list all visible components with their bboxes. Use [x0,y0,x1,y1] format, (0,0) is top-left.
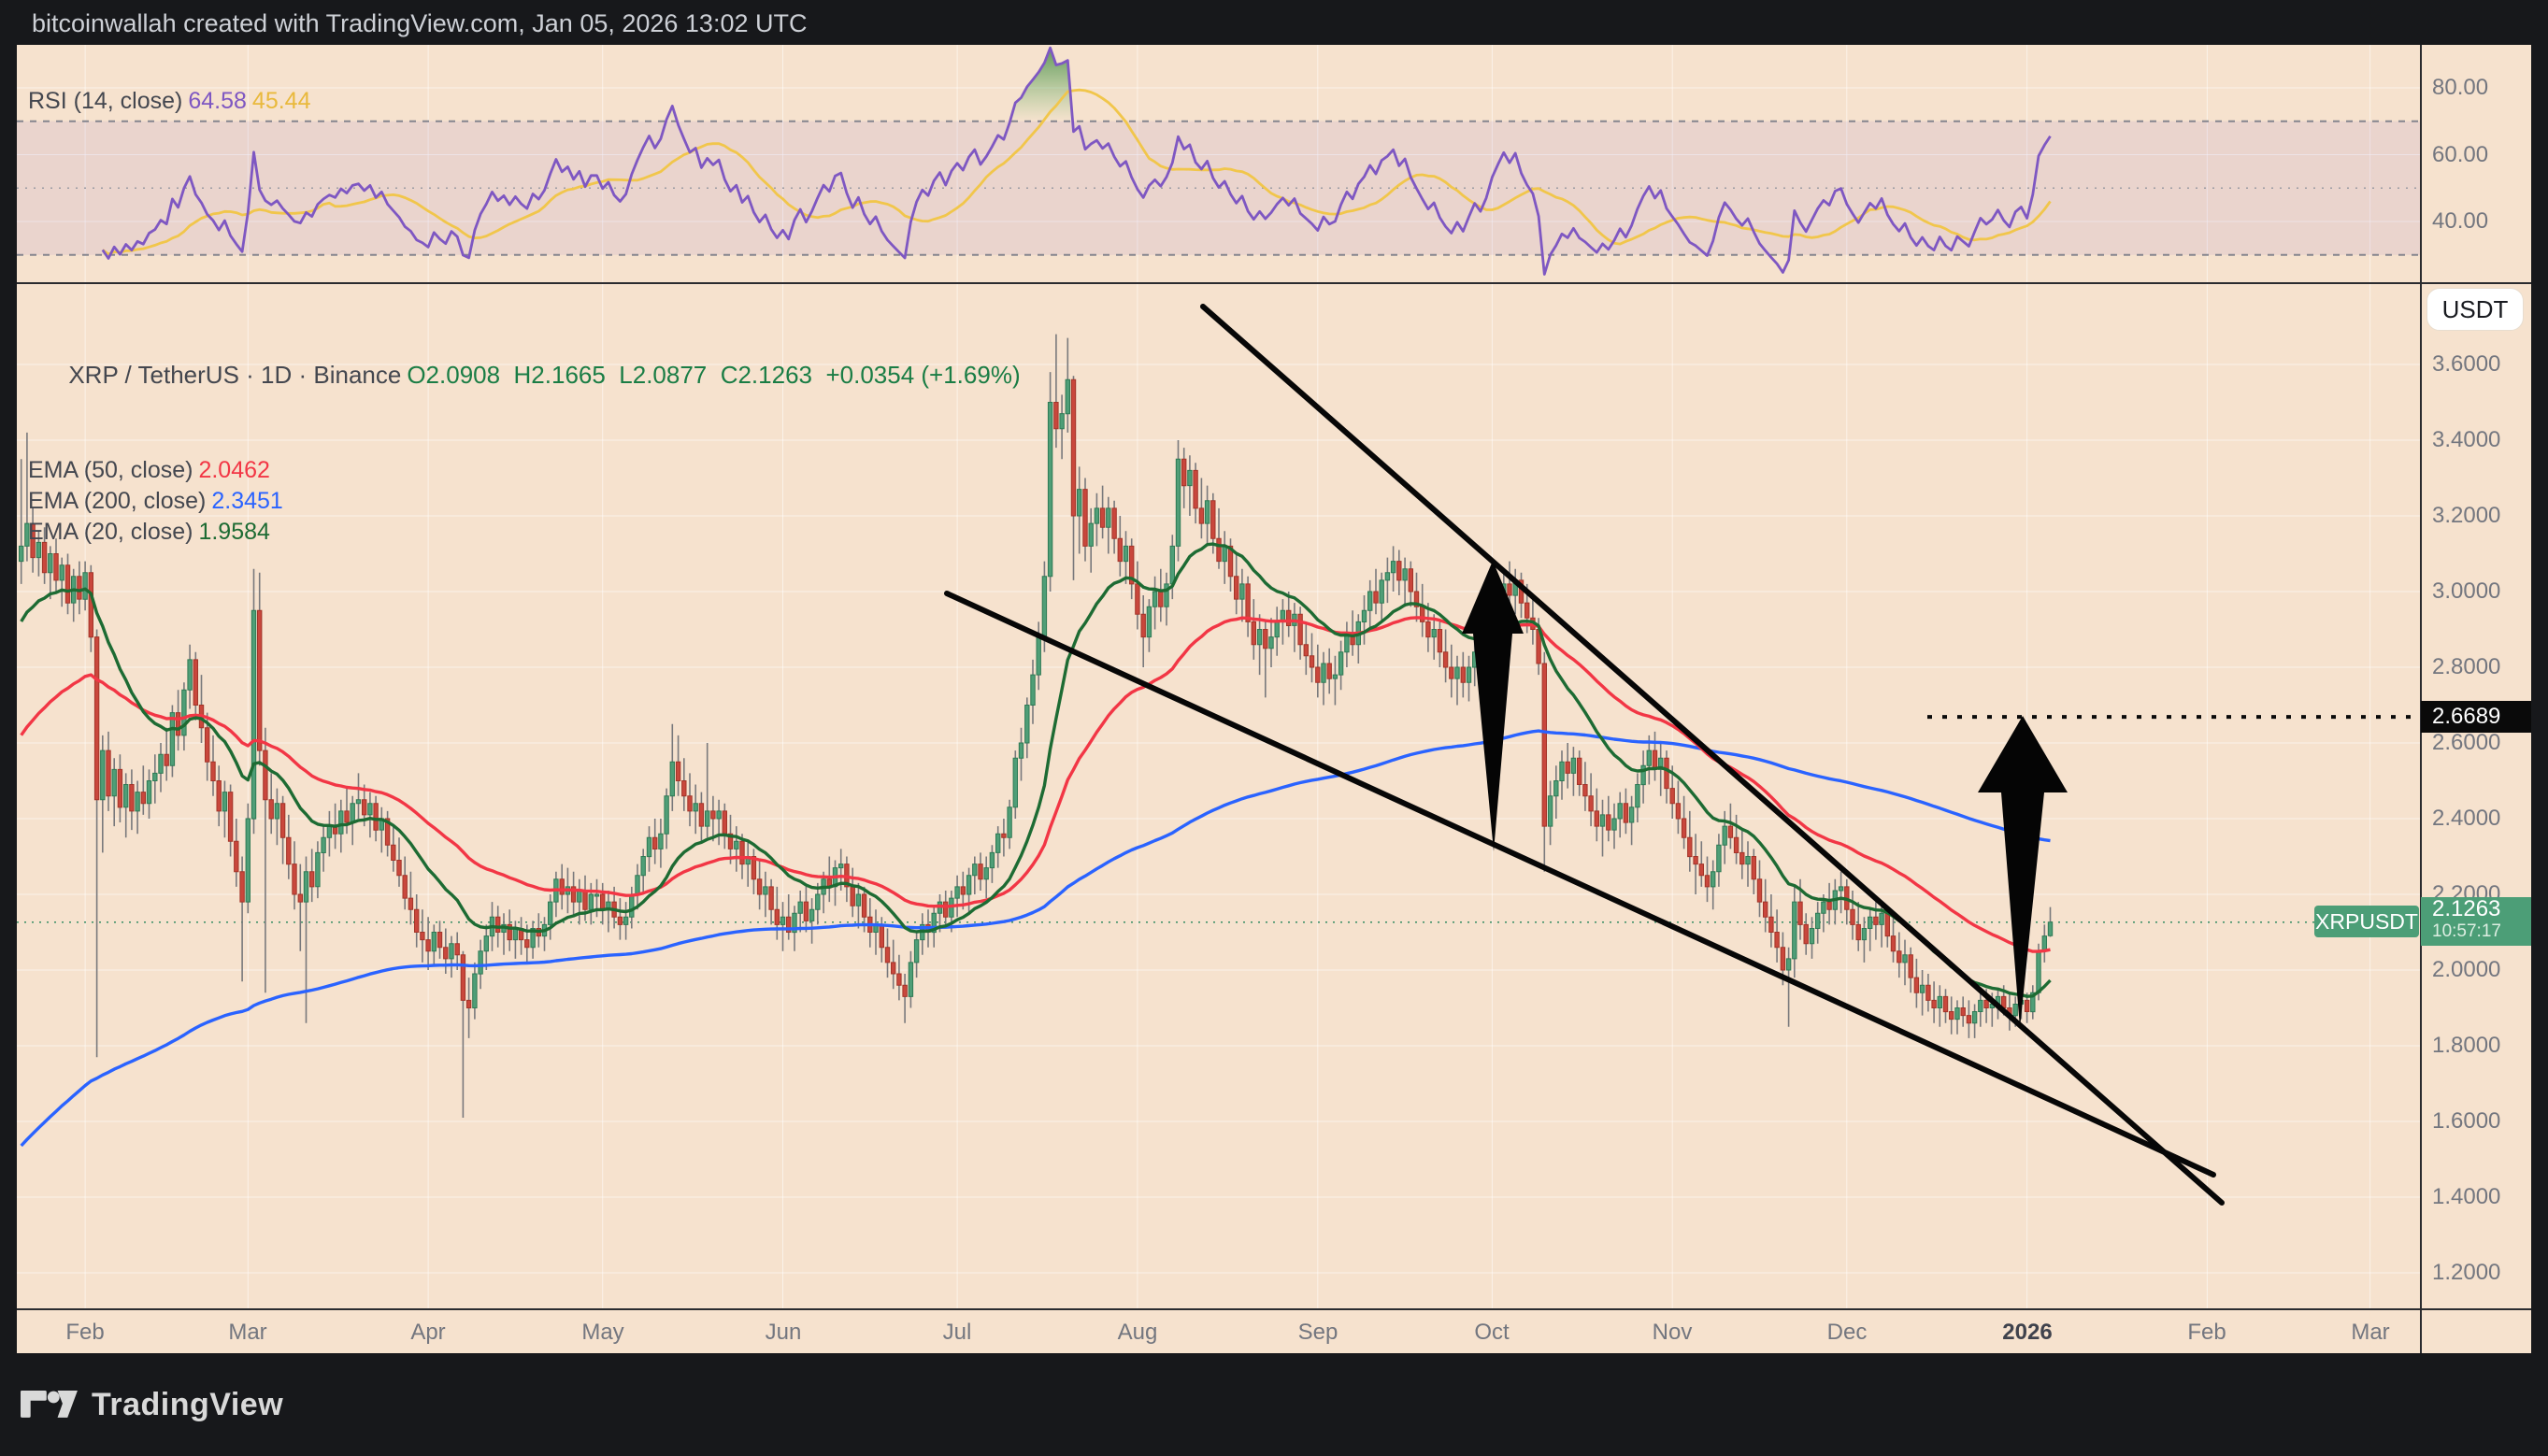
price-scale-label: 2.8000 [2432,654,2501,679]
time-axis-label: Oct [1474,1320,1510,1345]
time-axis-label: Feb [65,1320,105,1345]
time-axis-label: Mar [228,1320,267,1345]
ema-value: 1.9584 [198,519,270,545]
last-price-label: 2.1263 10:57:17 [2421,897,2531,946]
symbol-title[interactable]: XRP / TetherUS · 1D · Binance [68,361,402,389]
rsi-scale[interactable]: 80.00 60.00 40.00 [2423,0,2529,1353]
bar-countdown: 10:57:17 [2432,921,2501,941]
time-axis-label: Mar [2351,1320,2390,1345]
ema-value: 2.0462 [198,457,270,483]
currency-toggle-button[interactable]: USDT [2426,288,2524,331]
time-axis-label: Jun [765,1320,802,1345]
ema-legend-rows: EMA (50, close) 2.0462 EMA (200, close) 2.3… [28,455,1021,548]
price-scale-label: 1.4000 [2432,1184,2501,1209]
price-scale-label: 2.0000 [2432,957,2501,982]
main-legend[interactable]: XRP / TetherUS · 1D · Binance O2.0908 H2.… [28,295,1021,581]
price-scale-label: 3.6000 [2432,351,2501,377]
time-axis-label: Sep [1297,1320,1338,1345]
price-scale-label: 3.4000 [2432,427,2501,452]
ema-label: EMA (200, close) [28,488,207,514]
rsi-ma-value: 45.44 [251,88,311,114]
price-scale-label: 3.0000 [2432,578,2501,604]
last-price-value: 2.1263 [2432,896,2501,921]
tradingview-logo-icon[interactable] [21,1391,79,1419]
pane-divider-time-axis [17,1308,2531,1310]
rsi-value: 64.58 [188,88,247,114]
price-scale-label: 2.6000 [2432,730,2501,755]
time-axis[interactable]: Feb Mar Apr May Jun Jul Aug Sep Oct Nov Dec 2026 Feb… [17,1314,2421,1353]
time-axis-label: May [581,1320,624,1345]
ema-legend-row[interactable]: EMA (50, close) 2.0462 [28,455,1021,486]
symbol-legend-row: XRP / TetherUS · 1D · Binance O2.0908 H2.… [28,329,1021,421]
symbol-price-tag: XRPUSDT [2314,906,2419,937]
ema-label: EMA (20, close) [28,519,193,545]
ema-value: 2.3451 [211,488,283,514]
rsi-scale-label: 80.00 [2432,75,2489,100]
time-axis-label: Nov [1652,1320,1693,1345]
target-price-label: 2.6689 [2421,701,2531,733]
price-scale-label: 1.8000 [2432,1033,2501,1058]
time-axis-label: Dec [1826,1320,1868,1345]
price-scale-divider [2420,45,2422,1353]
ema-legend-row[interactable]: EMA (20, close) 1.9584 [28,517,1021,548]
attribution-text: bitcoinwallah created with TradingView.c… [32,9,808,37]
time-axis-label: Jul [942,1320,972,1345]
ema-label: EMA (50, close) [28,457,193,483]
rsi-scale-label: 60.00 [2432,142,2489,167]
price-scale-label: 3.2000 [2432,503,2501,528]
price-scale-label: 1.2000 [2432,1260,2501,1285]
footer-branding: TradingView [0,1353,2548,1456]
price-scale-label: 1.6000 [2432,1108,2501,1134]
time-axis-label: Apr [410,1320,446,1345]
tradingview-wordmark[interactable]: TradingView [92,1386,284,1422]
chart-background [17,45,2531,1353]
ohlc-values: O2.0908 H2.1665 L2.0877 C2.1263 +0.0354 … [407,361,1021,389]
time-axis-label: Feb [2187,1320,2226,1345]
rsi-legend-row: RSI (14, close) 64.58 45.44 [28,86,310,117]
rsi-scale-label: 40.00 [2432,208,2489,234]
attribution-bar: bitcoinwallah created with TradingView.c… [0,0,2548,45]
rsi-label: RSI (14, close) [28,88,183,114]
pane-divider-rsi-main[interactable] [17,282,2531,284]
price-scale[interactable]: 3.6000 3.4000 3.2000 3.0000 2.8000 2.6000 2.40… [2423,0,2529,1353]
time-axis-label: 2026 [2002,1320,2053,1345]
price-scale-label: 2.4000 [2432,806,2501,831]
time-axis-label: Aug [1117,1320,1158,1345]
rsi-legend[interactable]: RSI (14, close) 64.58 45.44 [28,52,310,150]
ema-legend-row[interactable]: EMA (200, close) 2.3451 [28,486,1021,517]
